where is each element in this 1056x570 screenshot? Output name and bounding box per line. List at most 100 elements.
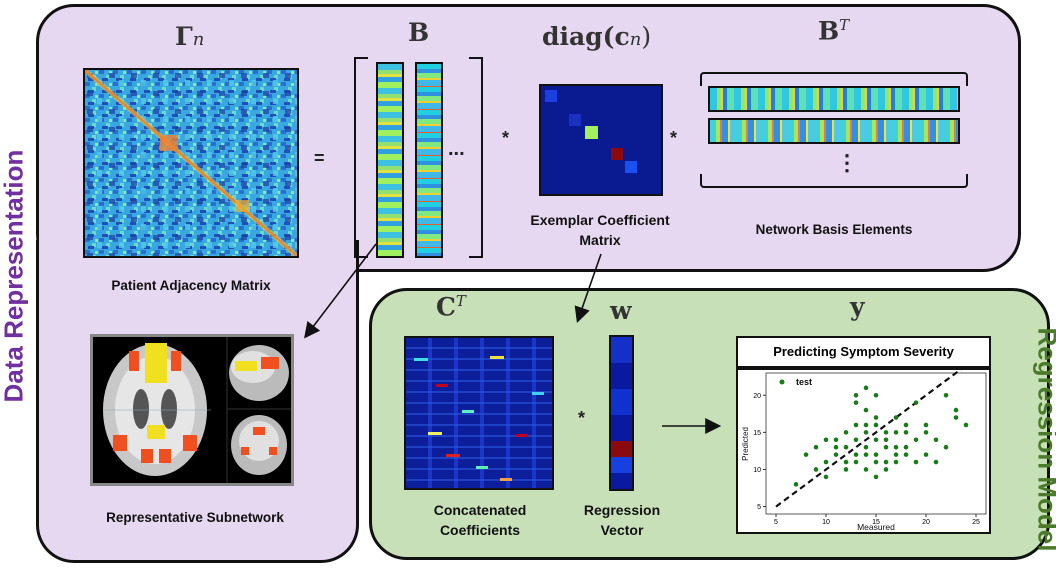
equals-sign: = xyxy=(314,148,325,168)
data-point xyxy=(913,400,919,405)
data-point xyxy=(853,459,859,465)
x-tick-label: 15 xyxy=(872,519,880,526)
data-point xyxy=(923,422,929,428)
data-point xyxy=(913,459,919,465)
data-point xyxy=(803,452,809,457)
data-point xyxy=(823,474,829,480)
data-point xyxy=(823,459,829,465)
data-point xyxy=(833,444,839,450)
y-tick-label: 15 xyxy=(753,430,761,437)
legend-marker xyxy=(779,379,785,385)
concatenated-coefficients-matrix xyxy=(404,336,554,490)
chart-title-box: Predicting Symptom Severity xyxy=(736,336,991,368)
data-point xyxy=(953,415,959,420)
subnetwork-brain-image xyxy=(90,334,294,486)
regression-vector xyxy=(609,335,634,491)
times-sign-3: * xyxy=(578,408,586,428)
ct-symbol: CT xyxy=(436,292,466,322)
y-tick-label: 5 xyxy=(757,504,761,511)
data-point xyxy=(873,474,879,480)
data-point xyxy=(903,430,909,435)
coef-matrix-caption: Exemplar Coefficient Matrix xyxy=(530,212,670,248)
data-point xyxy=(843,444,849,450)
adjacency-caption: Patient Adjacency Matrix xyxy=(111,278,271,293)
data-point xyxy=(813,467,819,472)
data-point xyxy=(843,467,849,472)
data-point xyxy=(843,459,849,465)
x-tick-label: 5 xyxy=(774,519,778,526)
data-point xyxy=(933,459,939,465)
concat-caption: Concatenated Coefficients xyxy=(433,502,527,538)
chart-title: Predicting Symptom Severity xyxy=(773,344,954,359)
data-point xyxy=(873,437,879,443)
data-point xyxy=(863,385,869,391)
data-point xyxy=(963,422,969,428)
b-left-bracket xyxy=(354,57,368,258)
data-point xyxy=(883,430,889,435)
data-point xyxy=(903,452,909,457)
b-column-2 xyxy=(415,62,443,258)
data-point xyxy=(873,392,879,398)
data-point xyxy=(833,452,839,457)
data-point xyxy=(893,415,899,420)
arrow-to-subnetwork xyxy=(304,243,377,339)
data-point xyxy=(793,482,799,487)
gamma-n-symbol: Γn xyxy=(175,22,205,51)
data-point xyxy=(893,430,899,435)
data-point xyxy=(833,437,839,443)
data-point xyxy=(853,422,859,428)
bt-ellipsis: ⋮ xyxy=(836,150,858,175)
data-point xyxy=(893,452,899,457)
y-tick-label: 20 xyxy=(753,393,761,400)
legend-label: test xyxy=(796,377,812,387)
data-point xyxy=(873,422,879,428)
data-point xyxy=(883,459,889,465)
data-point xyxy=(863,430,869,435)
b-ellipsis: ... xyxy=(448,138,465,160)
data-point xyxy=(933,437,939,443)
data-point xyxy=(863,422,869,428)
b-column-1 xyxy=(376,62,404,258)
data-point xyxy=(853,392,859,398)
times-sign-2: * xyxy=(670,128,678,148)
y-axis-label: Predicted xyxy=(741,427,750,461)
x-tick-label: 10 xyxy=(822,519,830,526)
data-point xyxy=(853,400,859,405)
data-point xyxy=(883,467,889,472)
data-point xyxy=(863,444,869,450)
bt-row-2 xyxy=(708,118,960,144)
y-symbol: y xyxy=(850,292,865,321)
adjacency-matrix-heatmap xyxy=(83,68,299,258)
data-point xyxy=(873,452,879,457)
data-point xyxy=(853,452,859,457)
w-symbol: w xyxy=(610,296,632,325)
data-point xyxy=(883,444,889,450)
data-point xyxy=(863,467,869,472)
diag-symbol: diag(cn) xyxy=(542,22,652,51)
times-sign-1: * xyxy=(502,128,510,148)
bt-top-bracket xyxy=(700,72,968,86)
data-point xyxy=(863,407,869,413)
data-point xyxy=(953,407,959,413)
b-symbol: B xyxy=(408,18,430,47)
data-point xyxy=(873,415,879,420)
data-point xyxy=(913,437,919,443)
x-tick-label: 20 xyxy=(922,519,930,526)
data-point xyxy=(813,444,819,450)
data-point xyxy=(843,430,849,435)
data-point xyxy=(853,437,859,443)
data-point xyxy=(863,452,869,457)
y-tick-label: 10 xyxy=(753,467,761,474)
trendline xyxy=(775,370,962,508)
bt-row-1 xyxy=(708,86,960,112)
data-point xyxy=(923,452,929,457)
data-point xyxy=(883,437,889,443)
subnetwork-caption: Representative Subnetwork xyxy=(106,510,284,525)
basis-caption: Network Basis Elements xyxy=(755,222,913,237)
b-right-bracket xyxy=(469,57,483,258)
coefficient-matrix xyxy=(539,84,663,196)
data-point xyxy=(823,437,829,443)
x-axis-label: Measured xyxy=(857,522,895,532)
x-tick-label: 25 xyxy=(972,519,980,526)
